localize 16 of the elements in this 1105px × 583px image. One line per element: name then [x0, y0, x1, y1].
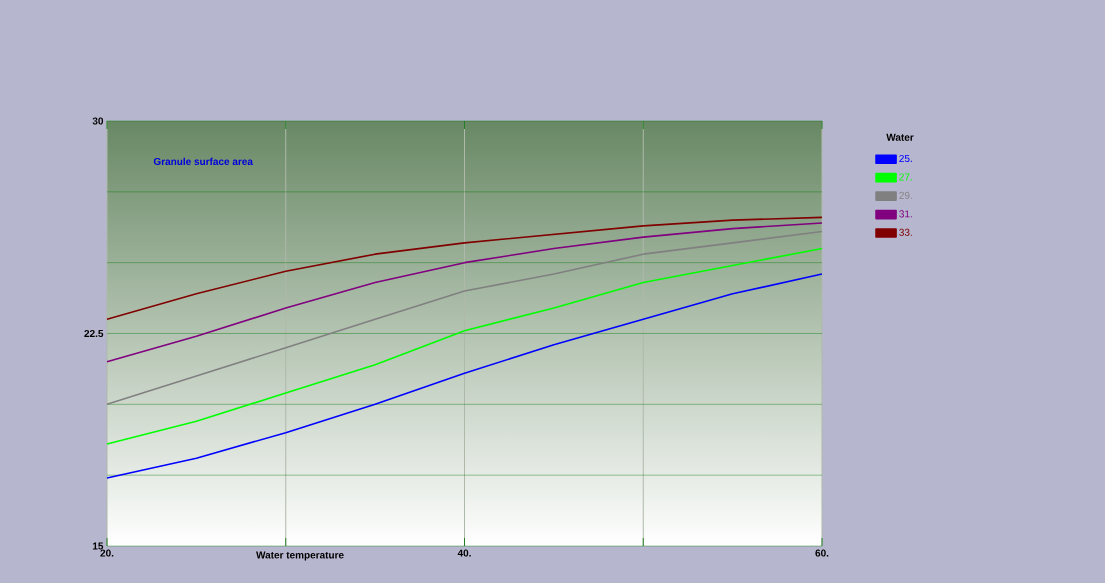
line-series	[106, 230, 823, 406]
text: Granule surface area	[153, 157, 253, 166]
legend-label: 25.	[899, 154, 912, 163]
legend-label: 27.	[899, 173, 912, 181]
x-tick-label: 20.	[100, 549, 114, 557]
x-tick-label: 40.	[457, 549, 471, 557]
y-tick-label: 15	[92, 542, 104, 550]
legend-label: 31.	[899, 210, 912, 218]
line-series	[106, 222, 823, 363]
x-axis-title: Water temperature	[256, 551, 344, 561]
x-tick-label: 60.	[815, 549, 829, 557]
legend-label: 29.	[899, 191, 912, 199]
legend-title: Water	[886, 133, 914, 141]
y-tick-label: 22.5	[84, 329, 104, 338]
legend-label: 33.	[899, 228, 912, 236]
y-tick-label: 30	[92, 117, 104, 125]
